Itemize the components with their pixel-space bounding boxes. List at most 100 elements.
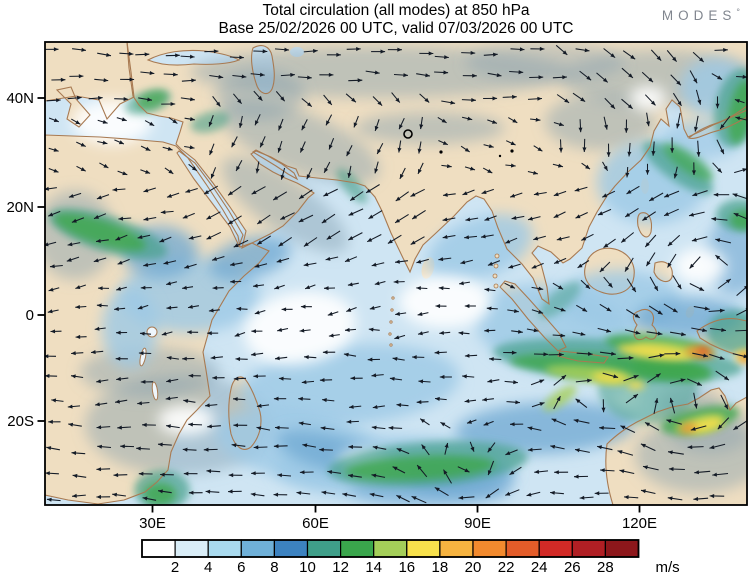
wind-arrow-head bbox=[527, 447, 533, 452]
wind-arrow-head bbox=[377, 101, 383, 106]
wind-arrow-head bbox=[80, 142, 86, 147]
wind-arrow-head bbox=[328, 144, 333, 150]
wind-arrow-head bbox=[512, 118, 518, 123]
wind-arrow-head bbox=[664, 193, 670, 198]
wind-arrow-head bbox=[75, 305, 80, 309]
wind-arrow-head bbox=[257, 240, 263, 245]
wind-arrow-head bbox=[416, 259, 422, 264]
wind-arrow-head bbox=[667, 241, 673, 246]
wind-arrow-head bbox=[487, 447, 493, 453]
wind-arrow-head bbox=[713, 192, 719, 197]
wind-arrow-head bbox=[690, 426, 696, 431]
wind-arrow-head bbox=[45, 471, 50, 476]
wind-arrow-head bbox=[554, 470, 559, 475]
tibetan-lake-dot bbox=[439, 150, 443, 154]
colorbar-tick-label: 24 bbox=[531, 559, 548, 574]
wind-arrow-head bbox=[556, 236, 562, 241]
wind-arrow-head bbox=[345, 327, 350, 332]
wind-arrow-head bbox=[75, 120, 81, 125]
wind-arrow-head bbox=[166, 305, 172, 310]
wind-arrow-head bbox=[117, 425, 122, 430]
wind-arrow-head bbox=[94, 326, 100, 331]
wind-arrow-head bbox=[471, 98, 476, 103]
wind-arrow-head bbox=[91, 350, 96, 355]
wind-arrow bbox=[736, 309, 747, 316]
wind-arrow-head bbox=[462, 191, 468, 195]
wind-arrow-head bbox=[539, 379, 545, 384]
wind-arrow-head bbox=[191, 166, 197, 171]
wind-arrow-head bbox=[75, 334, 81, 339]
shading-blob bbox=[244, 291, 356, 365]
wind-arrow-head bbox=[715, 103, 720, 109]
wind-arrow-head bbox=[692, 192, 698, 197]
wind-arrow-head bbox=[511, 350, 517, 355]
wind-arrow-head bbox=[112, 492, 117, 497]
wind-arrow-head bbox=[237, 98, 242, 104]
wind-arrow-head bbox=[553, 213, 559, 218]
wind-arrow-head bbox=[561, 375, 566, 380]
wind-arrow-head bbox=[512, 94, 517, 99]
shading-blob bbox=[539, 281, 581, 319]
wind-arrow-head bbox=[505, 451, 511, 455]
wind-arrow-head bbox=[438, 257, 444, 262]
wind-arrow-head bbox=[67, 404, 73, 409]
shading-blob bbox=[158, 405, 214, 435]
wind-arrow-head bbox=[691, 237, 697, 242]
wind-arrow-head bbox=[236, 166, 241, 171]
wind-arrow-head bbox=[742, 74, 747, 79]
wind-arrow-head bbox=[428, 51, 434, 56]
wind-arrow-head bbox=[464, 353, 470, 358]
wind-arrow-head bbox=[45, 186, 49, 191]
wind-arrow-head bbox=[326, 235, 332, 240]
wind-arrow-head bbox=[585, 284, 590, 289]
wind-arrow-head bbox=[577, 263, 583, 268]
wind-arrow-head bbox=[129, 77, 135, 82]
wind-arrow-head bbox=[188, 490, 194, 495]
wind-arrow-head bbox=[98, 96, 103, 101]
wind-arrow-head bbox=[417, 465, 422, 470]
wind-arrow-head bbox=[450, 100, 456, 105]
wind-arrow-head bbox=[643, 465, 648, 470]
wind-arrow-head bbox=[392, 356, 398, 361]
wind-arrow-head bbox=[467, 419, 472, 424]
wind-arrow-head bbox=[371, 425, 377, 430]
wind-arrow-head bbox=[715, 238, 721, 243]
wind-arrow-head bbox=[251, 471, 256, 476]
wind-arrow-head bbox=[273, 396, 279, 401]
wind-arrow-head bbox=[191, 78, 196, 83]
wind-arrow-head bbox=[717, 424, 723, 430]
wind-arrow-head bbox=[112, 187, 118, 192]
wind-arrow-head bbox=[538, 309, 544, 314]
wind-arrow-head bbox=[464, 468, 470, 473]
wind-arrow-head bbox=[276, 258, 282, 263]
wind-arrow-head bbox=[551, 418, 557, 423]
wind-arrow-head bbox=[395, 218, 400, 223]
wind-arrow-head bbox=[562, 50, 568, 55]
wind-arrow-head bbox=[580, 97, 586, 102]
wind-arrow-head bbox=[493, 52, 498, 57]
wind-arrow-head bbox=[439, 330, 444, 335]
wind-arrow-head bbox=[537, 96, 542, 101]
wind-arrow-head bbox=[327, 311, 333, 316]
wind-arrow-head bbox=[280, 215, 286, 220]
wind-arrow-head bbox=[575, 214, 581, 219]
wind-arrow-head bbox=[233, 376, 239, 381]
colorbar-tick-label: 12 bbox=[332, 559, 349, 574]
wind-arrow-head bbox=[697, 99, 702, 105]
wind-arrow-head bbox=[190, 97, 195, 102]
wind-arrow-head bbox=[118, 216, 124, 221]
shading-blob bbox=[215, 70, 305, 120]
wind-arrow-head bbox=[184, 264, 190, 269]
wind-arrow-head bbox=[496, 73, 502, 78]
wind-arrow-head bbox=[106, 52, 111, 57]
wind-arrow-head bbox=[564, 98, 570, 103]
colorbar-segment bbox=[141, 539, 176, 558]
wind-arrow-head bbox=[734, 99, 740, 103]
wind-arrow-head bbox=[45, 373, 50, 378]
wind-arrow-head bbox=[487, 379, 493, 383]
wind-arrow-head bbox=[374, 168, 379, 174]
wind-arrow-head bbox=[327, 470, 333, 475]
wind-arrow-head bbox=[118, 140, 124, 145]
wind-arrow-head bbox=[348, 473, 353, 478]
